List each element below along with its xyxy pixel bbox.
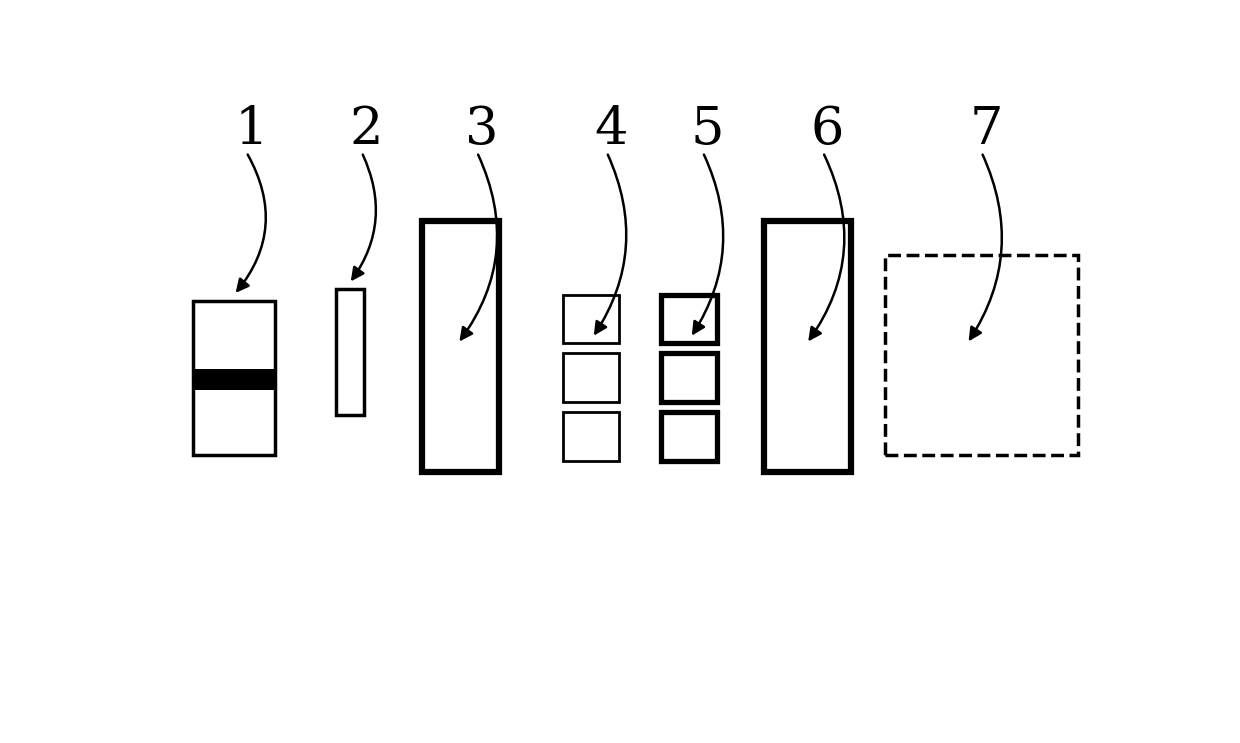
Text: 4: 4 (595, 104, 629, 155)
Bar (563, 354, 619, 402)
Bar (422, 221, 498, 473)
Text: 7: 7 (970, 104, 1003, 155)
Text: 5: 5 (691, 104, 724, 155)
Bar (563, 412, 619, 461)
Bar (563, 294, 619, 343)
Bar (764, 221, 851, 473)
Bar (661, 354, 717, 402)
Bar (661, 412, 717, 461)
Text: 6: 6 (811, 104, 844, 155)
Bar (336, 289, 365, 415)
Bar (193, 369, 275, 390)
Bar (193, 301, 275, 455)
Text: 2: 2 (350, 104, 383, 155)
Bar (661, 294, 717, 343)
Bar (885, 255, 1078, 455)
Text: 3: 3 (465, 104, 498, 155)
Text: 1: 1 (234, 104, 268, 155)
